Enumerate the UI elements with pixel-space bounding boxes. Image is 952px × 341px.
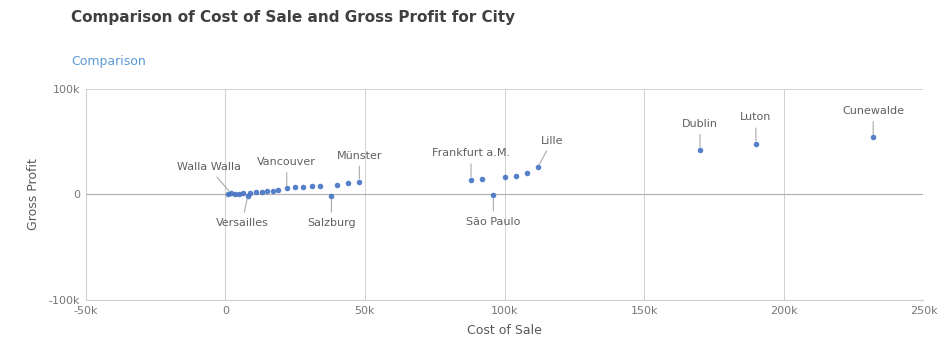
Point xyxy=(221,191,236,197)
Point xyxy=(497,175,512,180)
Point xyxy=(266,188,281,193)
Text: Comparison of Cost of Sale and Gross Profit for City: Comparison of Cost of Sale and Gross Pro… xyxy=(71,10,516,25)
Text: Frankfurt a.M.: Frankfurt a.M. xyxy=(432,148,510,177)
Point xyxy=(508,174,524,179)
Point xyxy=(530,164,545,169)
Point xyxy=(254,189,269,194)
Text: Dublin: Dublin xyxy=(682,119,718,147)
Text: Luton: Luton xyxy=(741,113,771,141)
Point xyxy=(231,191,247,196)
Point xyxy=(228,191,243,196)
Point xyxy=(865,135,881,140)
Point xyxy=(324,194,339,199)
Point xyxy=(341,180,356,186)
Y-axis label: Gross Profit: Gross Profit xyxy=(28,159,40,230)
Point xyxy=(475,176,490,182)
Point xyxy=(270,187,286,192)
Point xyxy=(305,184,320,189)
Text: Vancouver: Vancouver xyxy=(257,157,316,185)
Point xyxy=(464,177,479,182)
Point xyxy=(692,147,707,153)
Point xyxy=(279,185,294,191)
Text: Walla Walla: Walla Walla xyxy=(176,162,241,191)
Point xyxy=(312,183,327,189)
Point xyxy=(240,194,255,199)
Point xyxy=(296,184,311,190)
Text: Cunewalde: Cunewalde xyxy=(843,106,904,134)
Point xyxy=(243,190,258,195)
Text: Versailles: Versailles xyxy=(215,199,268,228)
Text: Salzburg: Salzburg xyxy=(307,199,356,228)
Text: Münster: Münster xyxy=(337,150,382,179)
Text: São Paulo: São Paulo xyxy=(466,198,521,226)
Point xyxy=(748,141,764,146)
Point xyxy=(486,193,501,198)
Point xyxy=(224,191,239,196)
Point xyxy=(260,189,275,194)
Point xyxy=(288,185,303,190)
Point xyxy=(351,179,367,184)
Text: Lille: Lille xyxy=(540,136,564,164)
Text: Comparison: Comparison xyxy=(71,55,147,68)
Point xyxy=(248,190,264,195)
Point xyxy=(236,191,251,196)
X-axis label: Cost of Sale: Cost of Sale xyxy=(467,324,542,337)
Point xyxy=(329,182,345,188)
Point xyxy=(519,170,534,176)
